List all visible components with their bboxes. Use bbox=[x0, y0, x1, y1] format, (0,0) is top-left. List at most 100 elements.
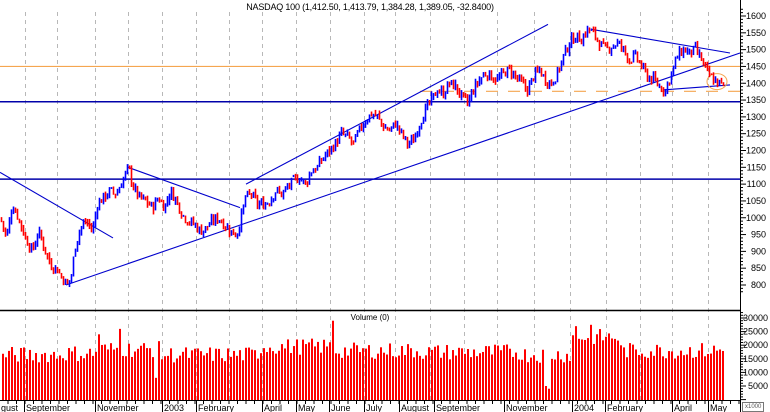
volume-bar bbox=[497, 345, 499, 400]
volume-bar bbox=[209, 347, 211, 400]
volume-bar bbox=[164, 356, 166, 400]
volume-bar bbox=[437, 345, 439, 400]
volume-bar bbox=[365, 348, 367, 400]
volume-bar bbox=[560, 359, 562, 400]
volume-bar bbox=[293, 346, 295, 400]
volume-bar bbox=[515, 352, 517, 400]
gridlines bbox=[25, 12, 709, 400]
x-tick-label: July bbox=[366, 403, 383, 412]
volume-bar bbox=[287, 339, 289, 400]
volume-bar bbox=[620, 345, 622, 400]
volume-bar bbox=[14, 355, 16, 400]
volume-bar bbox=[20, 347, 22, 400]
volume-bar bbox=[713, 345, 715, 400]
volume-bar bbox=[674, 358, 676, 400]
volume-bar bbox=[659, 347, 661, 400]
volume-bar bbox=[332, 320, 334, 400]
volume-bar bbox=[254, 350, 256, 400]
volume-bar bbox=[323, 339, 325, 400]
volume-bar bbox=[176, 358, 178, 400]
y-tick-label: 950 bbox=[751, 230, 766, 240]
vol-tick-label: 20000 bbox=[743, 340, 768, 350]
x-tick-label: August bbox=[401, 403, 430, 412]
volume-bar bbox=[449, 359, 451, 400]
volume-bar bbox=[284, 348, 286, 400]
volume-bar bbox=[122, 355, 124, 400]
volume-bar bbox=[536, 360, 538, 400]
volume-bar bbox=[98, 334, 100, 400]
volume-bars bbox=[2, 320, 724, 400]
volume-bar bbox=[599, 329, 601, 400]
volume-bar bbox=[548, 388, 550, 400]
volume-bar bbox=[410, 348, 412, 400]
volume-bar bbox=[518, 359, 520, 400]
volume-bar bbox=[458, 347, 460, 400]
volume-bar bbox=[482, 351, 484, 400]
volume-bar bbox=[359, 352, 361, 400]
volume-bar bbox=[194, 348, 196, 400]
volume-bar bbox=[224, 361, 226, 400]
volume-bar bbox=[260, 353, 262, 400]
volume-bar bbox=[128, 343, 130, 400]
volume-bar bbox=[611, 338, 613, 400]
volume-bar bbox=[212, 360, 214, 400]
volume-bar bbox=[290, 353, 292, 400]
volume-bar bbox=[539, 362, 541, 400]
volume-bar bbox=[593, 343, 595, 400]
volume-bar bbox=[569, 360, 571, 400]
volume-bar bbox=[314, 346, 316, 400]
volume-bar bbox=[533, 355, 535, 400]
volume-bar bbox=[485, 346, 487, 400]
volume-bar bbox=[185, 347, 187, 400]
y-tick-label: 1450 bbox=[746, 61, 766, 71]
x-tick-label: gust bbox=[1, 403, 19, 412]
volume-bar bbox=[341, 357, 343, 400]
volume-bar bbox=[719, 349, 721, 400]
volume-bar bbox=[707, 353, 709, 400]
volume-bar bbox=[8, 350, 10, 400]
volume-bar bbox=[305, 344, 307, 400]
volume-bar bbox=[221, 358, 223, 400]
volume-bar bbox=[71, 351, 73, 400]
y-tick-label: 1200 bbox=[746, 146, 766, 156]
volume-bar bbox=[377, 353, 379, 400]
volume-bar bbox=[47, 362, 49, 400]
volume-bar bbox=[104, 344, 106, 400]
volume-bar bbox=[218, 348, 220, 400]
volume-bar bbox=[653, 355, 655, 400]
volume-bar bbox=[251, 349, 253, 400]
volume-bar bbox=[512, 356, 514, 400]
volume-bar bbox=[374, 358, 376, 400]
volume-bar bbox=[101, 344, 103, 400]
volume-bar bbox=[2, 353, 4, 400]
volume-bar bbox=[479, 353, 481, 400]
volume-bar bbox=[578, 338, 580, 400]
volume-bar bbox=[17, 361, 19, 400]
volume-bar bbox=[413, 357, 415, 400]
volume-bar bbox=[371, 357, 373, 400]
volume-bar bbox=[614, 338, 616, 400]
volume-bar bbox=[113, 349, 115, 400]
volume-bar bbox=[59, 355, 61, 400]
volume-bar bbox=[278, 350, 280, 400]
volume-bar bbox=[269, 347, 271, 400]
y-tick-label: 1350 bbox=[746, 95, 766, 105]
volume-bar bbox=[467, 349, 469, 400]
volume-bar bbox=[629, 343, 631, 400]
volume-bar bbox=[230, 356, 232, 400]
volume-bar bbox=[446, 345, 448, 400]
volume-bar bbox=[56, 358, 58, 400]
volume-bar bbox=[419, 355, 421, 400]
volume-bar bbox=[590, 324, 592, 400]
volume-bar bbox=[584, 339, 586, 400]
volume-bar bbox=[368, 345, 370, 400]
volume-bar bbox=[602, 340, 604, 400]
volume-bar bbox=[701, 343, 703, 400]
volume-bar bbox=[329, 342, 331, 400]
volume-bar bbox=[362, 348, 364, 400]
volume-bar bbox=[428, 347, 430, 400]
volume-bar bbox=[710, 353, 712, 400]
annotation-circle bbox=[706, 73, 728, 91]
volume-bar bbox=[623, 347, 625, 400]
